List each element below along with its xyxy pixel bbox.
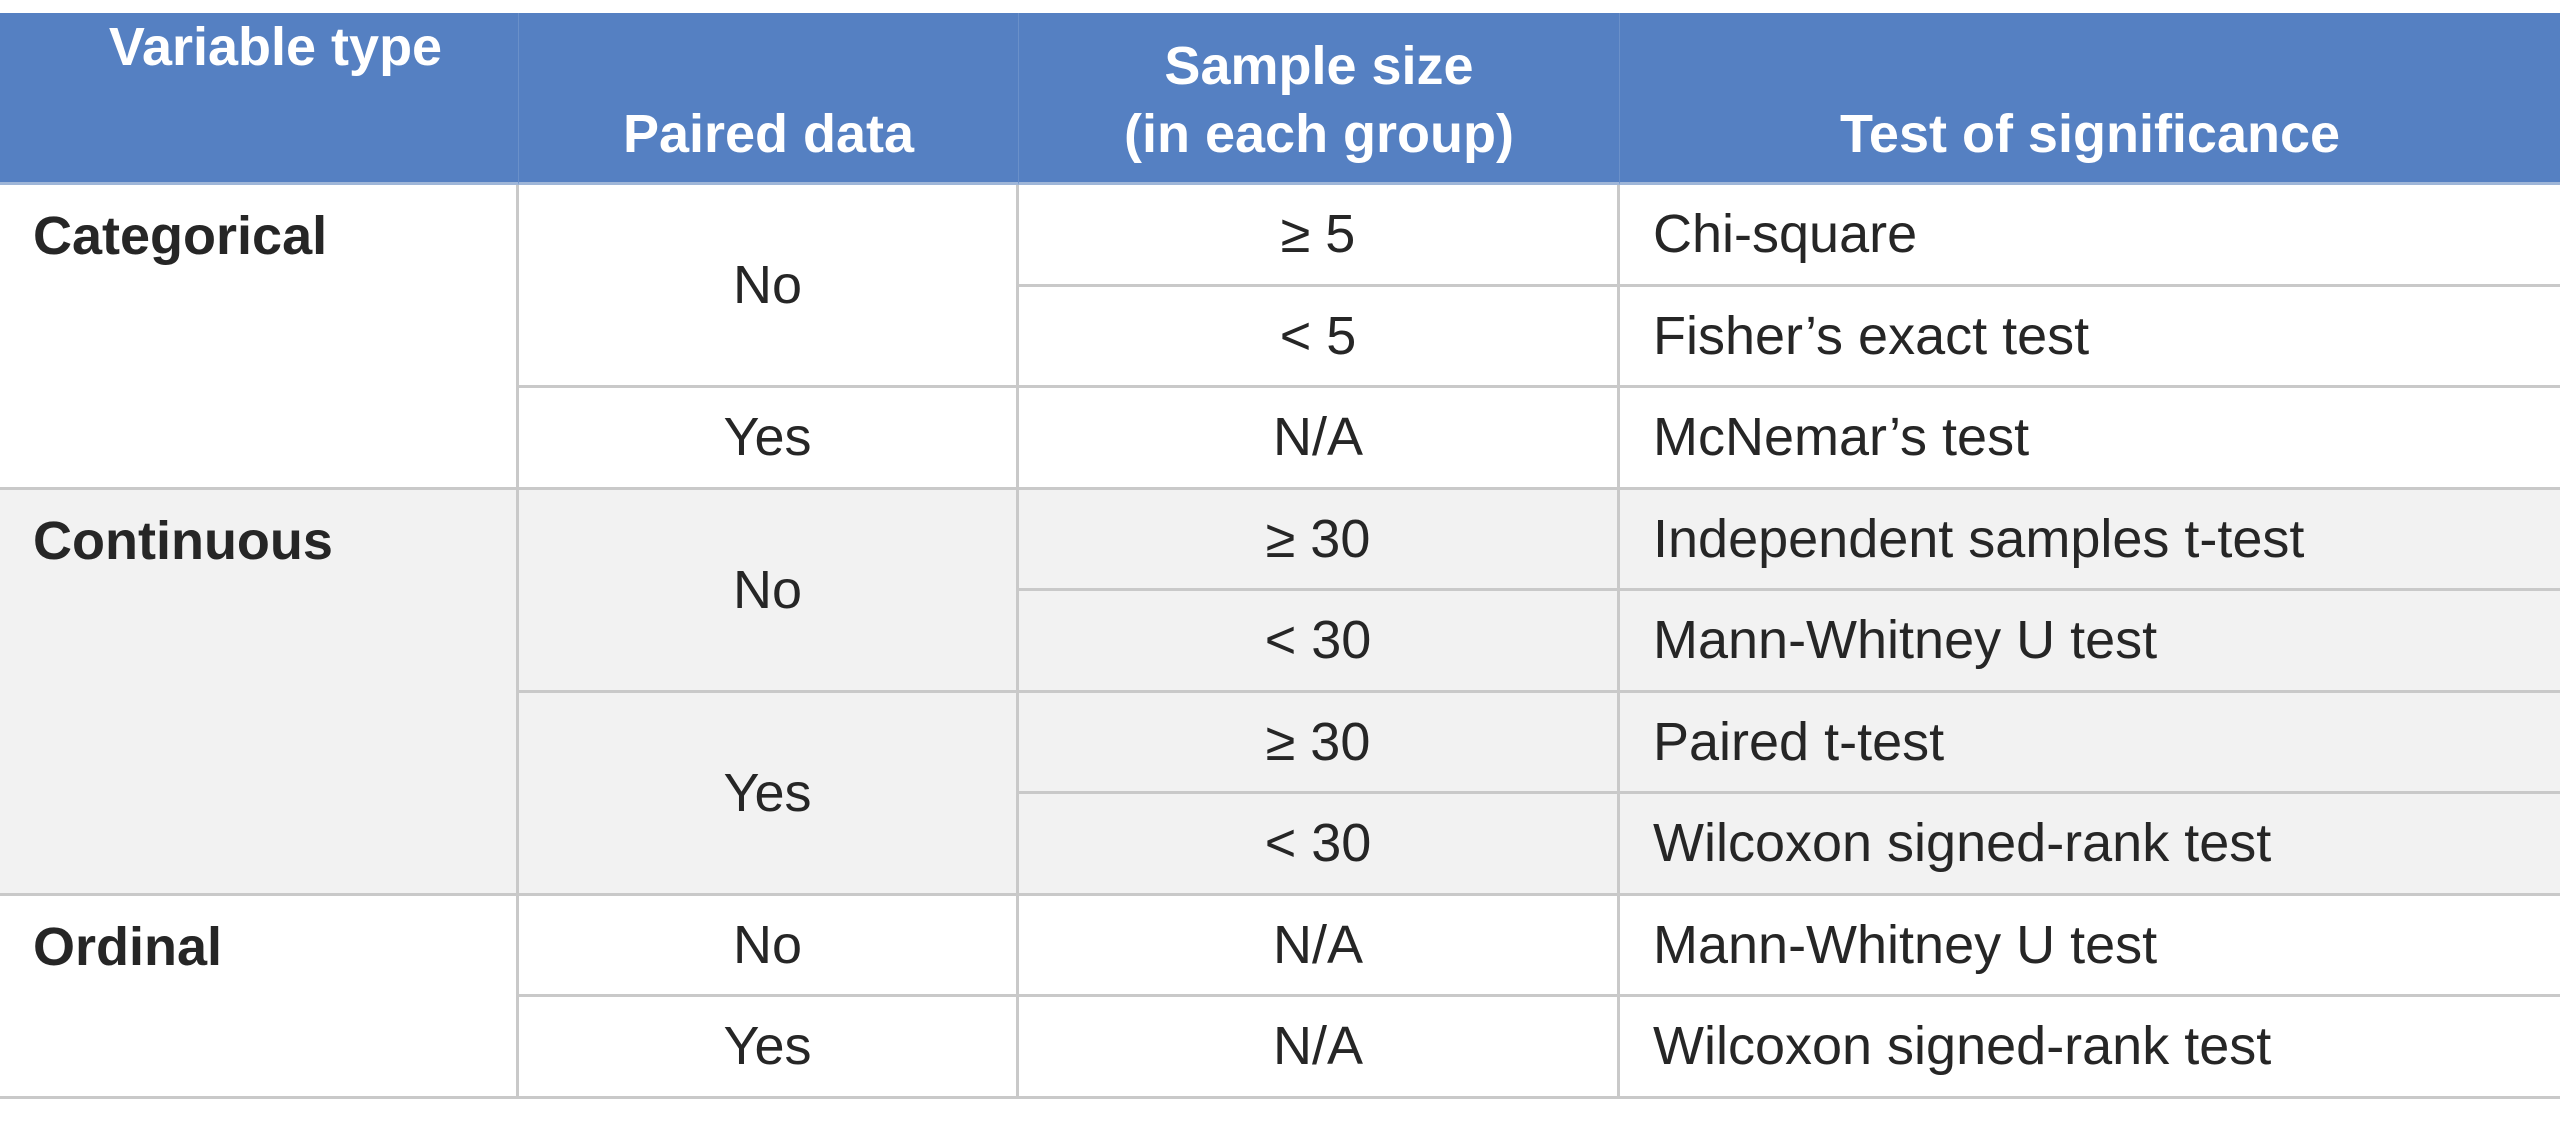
header-line: (in each group) <box>1124 104 1514 164</box>
header-cell: Sample size (in each group) <box>1019 13 1620 185</box>
header-line: Sample size <box>1164 36 1474 96</box>
cell-text: No <box>732 255 803 315</box>
cell-text: Paired t-test <box>1653 711 1945 772</box>
cell-text: < 30 <box>1264 813 1372 874</box>
paired-cell: Yes <box>519 692 1019 896</box>
variable-cell: Continuous <box>0 489 519 896</box>
test-cell: Mann-Whitney U test <box>1620 591 2560 693</box>
cell-text: Mann-Whitney U test <box>1653 610 2158 671</box>
header-cell: Test of significance <box>1620 13 2560 185</box>
cell-text: Continuous <box>33 510 333 571</box>
size-cell: < 30 <box>1019 794 1620 896</box>
paired-cell: No <box>519 185 1019 388</box>
cell-text: No <box>732 559 803 620</box>
size-cell: ≥ 30 <box>1019 692 1620 794</box>
header-cell: Paired data <box>519 13 1019 185</box>
paired-cell: No <box>519 895 1019 997</box>
paired-cell: Yes <box>519 997 1019 1099</box>
cell-text: Wilcoxon signed-rank test <box>1653 813 2272 874</box>
test-cell: Paired t-test <box>1620 692 2560 794</box>
size-cell: N/A <box>1019 997 1620 1099</box>
cell-text: ≥ 30 <box>1265 711 1371 772</box>
test-cell: Mann-Whitney U test <box>1620 895 2560 997</box>
cell-text: Yes <box>723 407 812 468</box>
size-cell: < 5 <box>1019 286 1620 388</box>
cell-text: ≥ 5 <box>1280 204 1356 265</box>
size-cell: ≥ 30 <box>1019 489 1620 591</box>
test-cell: Independent samples t-test <box>1620 489 2560 591</box>
cell-text: N/A <box>1272 407 1364 468</box>
cell-text: N/A <box>1272 914 1364 975</box>
cell-text: No <box>732 914 803 975</box>
test-cell: Wilcoxon signed-rank test <box>1620 997 2560 1099</box>
test-cell: Fisher’s exact test <box>1620 286 2560 388</box>
test-cell: Wilcoxon signed-rank test <box>1620 794 2560 896</box>
variable-cell: Categorical <box>0 185 519 490</box>
cell-text: < 30 <box>1264 610 1372 671</box>
variable-cell: Ordinal <box>0 895 519 1099</box>
test-cell: Chi-square <box>1620 185 2560 287</box>
cell-text: Yes <box>723 1016 812 1077</box>
cell-text: Mann-Whitney U test <box>1653 914 2158 975</box>
size-cell: N/A <box>1019 895 1620 997</box>
cell-text: Chi-square <box>1653 204 1918 265</box>
cell-text: Fisher’s exact test <box>1653 305 2090 366</box>
cell-text: ≥ 30 <box>1265 508 1371 569</box>
cell-text: McNemar’s test <box>1653 407 2030 468</box>
cell-text: Categorical <box>33 206 328 266</box>
cell-text: Ordinal <box>33 916 223 977</box>
cell-text: Paired data <box>622 104 915 164</box>
size-cell: N/A <box>1019 388 1620 490</box>
cell-text: < 5 <box>1279 305 1357 366</box>
test-cell: McNemar’s test <box>1620 388 2560 490</box>
header-cell: Variable type <box>0 13 519 185</box>
cell-text: Wilcoxon signed-rank test <box>1653 1016 2272 1077</box>
paired-cell: No <box>519 489 1019 693</box>
cell-text: Independent samples t-test <box>1653 508 2305 569</box>
cell-text: Yes <box>723 762 812 823</box>
size-cell: < 30 <box>1019 591 1620 693</box>
size-cell: ≥ 5 <box>1019 185 1620 287</box>
cell-text: Variable type <box>108 17 443 77</box>
paired-cell: Yes <box>519 388 1019 490</box>
cell-text: N/A <box>1272 1016 1364 1077</box>
cell-text: Test of significance <box>1839 104 2341 164</box>
